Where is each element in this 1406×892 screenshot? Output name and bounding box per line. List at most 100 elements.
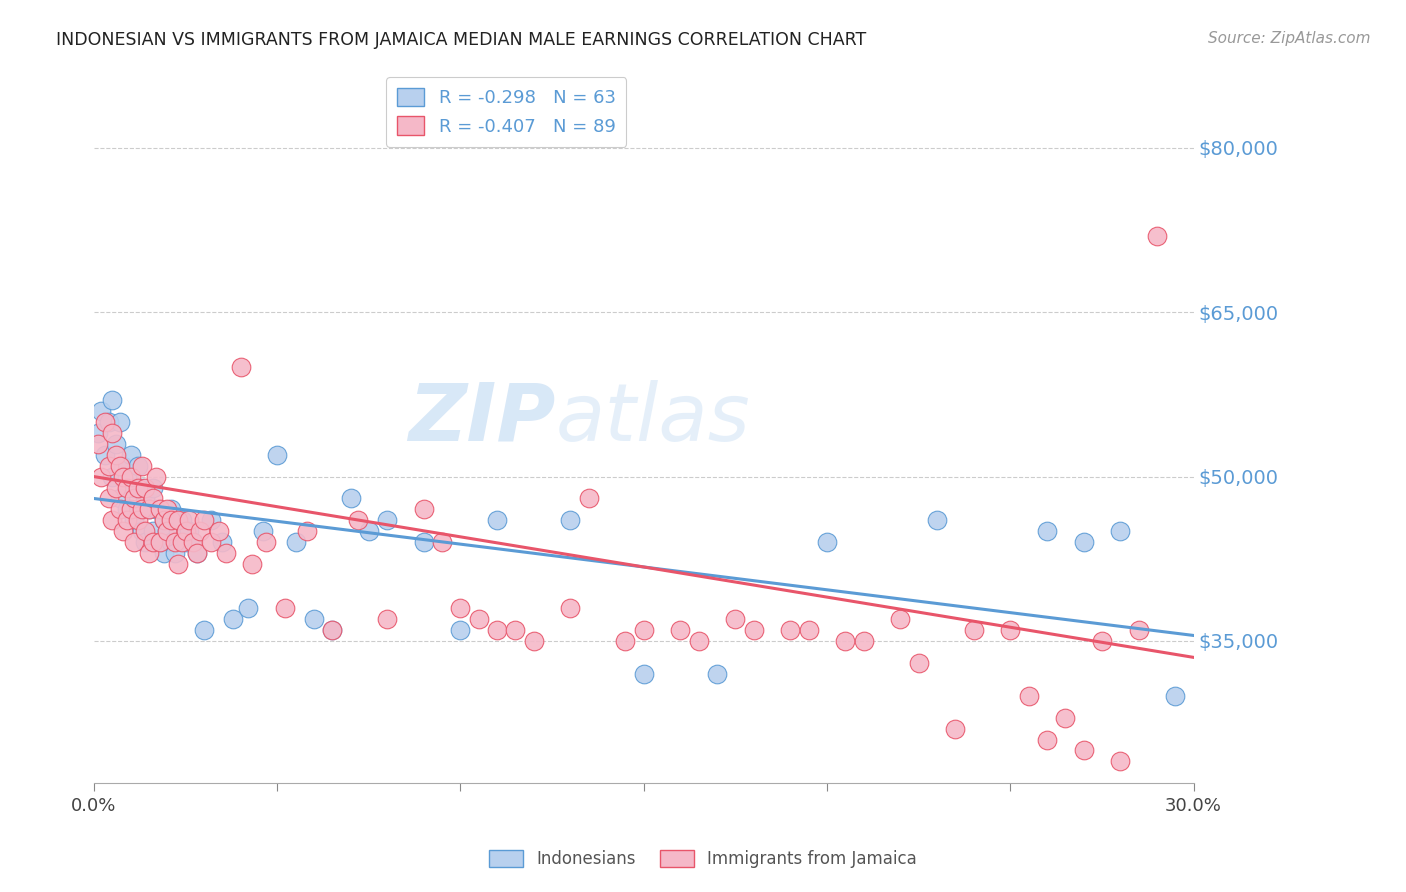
Point (1018, 689, 1040, 703)
Point (215, 546, 238, 560)
Point (706, 666, 728, 681)
Point (167, 513, 190, 527)
Legend: Indonesians, Immigrants from Jamaica: Indonesians, Immigrants from Jamaica (482, 843, 924, 875)
Point (149, 502, 172, 516)
Point (163, 535, 186, 549)
Point (108, 502, 131, 516)
Point (181, 535, 204, 549)
Point (167, 558, 190, 572)
Point (468, 612, 491, 626)
Point (852, 634, 875, 648)
Point (127, 513, 149, 527)
Point (142, 481, 165, 495)
Point (1164, 689, 1187, 703)
Point (907, 656, 929, 670)
Point (142, 535, 165, 549)
Point (321, 623, 343, 637)
Point (207, 524, 229, 539)
Point (127, 458, 149, 473)
Point (131, 481, 153, 495)
Point (97, 458, 120, 473)
Point (229, 359, 252, 374)
Legend: R = -0.298   N = 63, R = -0.407   N = 89: R = -0.298 N = 63, R = -0.407 N = 89 (387, 77, 627, 146)
Point (108, 415, 131, 429)
Point (284, 535, 307, 549)
Point (486, 623, 509, 637)
Point (1109, 755, 1132, 769)
Point (104, 448, 127, 462)
Point (149, 535, 172, 549)
Point (101, 392, 124, 407)
Point (97, 491, 120, 506)
Point (1000, 623, 1022, 637)
Point (347, 513, 370, 527)
Point (115, 481, 138, 495)
Point (669, 623, 692, 637)
Point (149, 535, 172, 549)
Point (240, 558, 263, 572)
Point (1073, 535, 1095, 549)
Point (633, 623, 655, 637)
Point (236, 601, 259, 615)
Point (486, 513, 509, 527)
Point (94, 415, 117, 429)
Point (186, 546, 208, 560)
Point (254, 535, 277, 549)
Point (138, 546, 160, 560)
Point (925, 513, 948, 527)
Point (86, 425, 108, 440)
Point (131, 502, 153, 516)
Point (357, 524, 380, 539)
Point (943, 722, 966, 736)
Point (156, 524, 179, 539)
Point (186, 546, 208, 560)
Point (115, 513, 138, 527)
Point (101, 469, 124, 483)
Point (120, 469, 142, 483)
Point (222, 612, 245, 626)
Point (108, 491, 131, 506)
Point (122, 481, 145, 495)
Point (115, 469, 138, 483)
Point (122, 491, 145, 506)
Point (101, 513, 124, 527)
Point (122, 535, 145, 549)
Point (170, 513, 193, 527)
Point (174, 524, 197, 539)
Point (104, 436, 127, 450)
Point (112, 524, 135, 539)
Point (152, 546, 174, 560)
Point (375, 513, 398, 527)
Point (321, 623, 343, 637)
Point (94, 448, 117, 462)
Point (167, 524, 190, 539)
Point (211, 535, 233, 549)
Point (174, 535, 197, 549)
Point (120, 502, 142, 516)
Point (815, 535, 838, 549)
Point (112, 469, 135, 483)
Point (120, 448, 142, 462)
Point (412, 535, 434, 549)
Point (523, 634, 546, 648)
Point (193, 623, 215, 637)
Point (101, 425, 124, 440)
Point (633, 666, 655, 681)
Point (145, 469, 167, 483)
Point (152, 513, 174, 527)
Point (1036, 732, 1059, 747)
Point (122, 513, 145, 527)
Point (1036, 524, 1059, 539)
Point (578, 491, 600, 506)
Point (200, 535, 222, 549)
Point (160, 502, 183, 516)
Point (724, 612, 747, 626)
Point (1146, 228, 1168, 243)
Point (108, 458, 131, 473)
Point (1073, 743, 1095, 757)
Point (1091, 634, 1114, 648)
Point (138, 502, 160, 516)
Point (134, 535, 156, 549)
Point (97, 415, 120, 429)
Point (560, 601, 582, 615)
